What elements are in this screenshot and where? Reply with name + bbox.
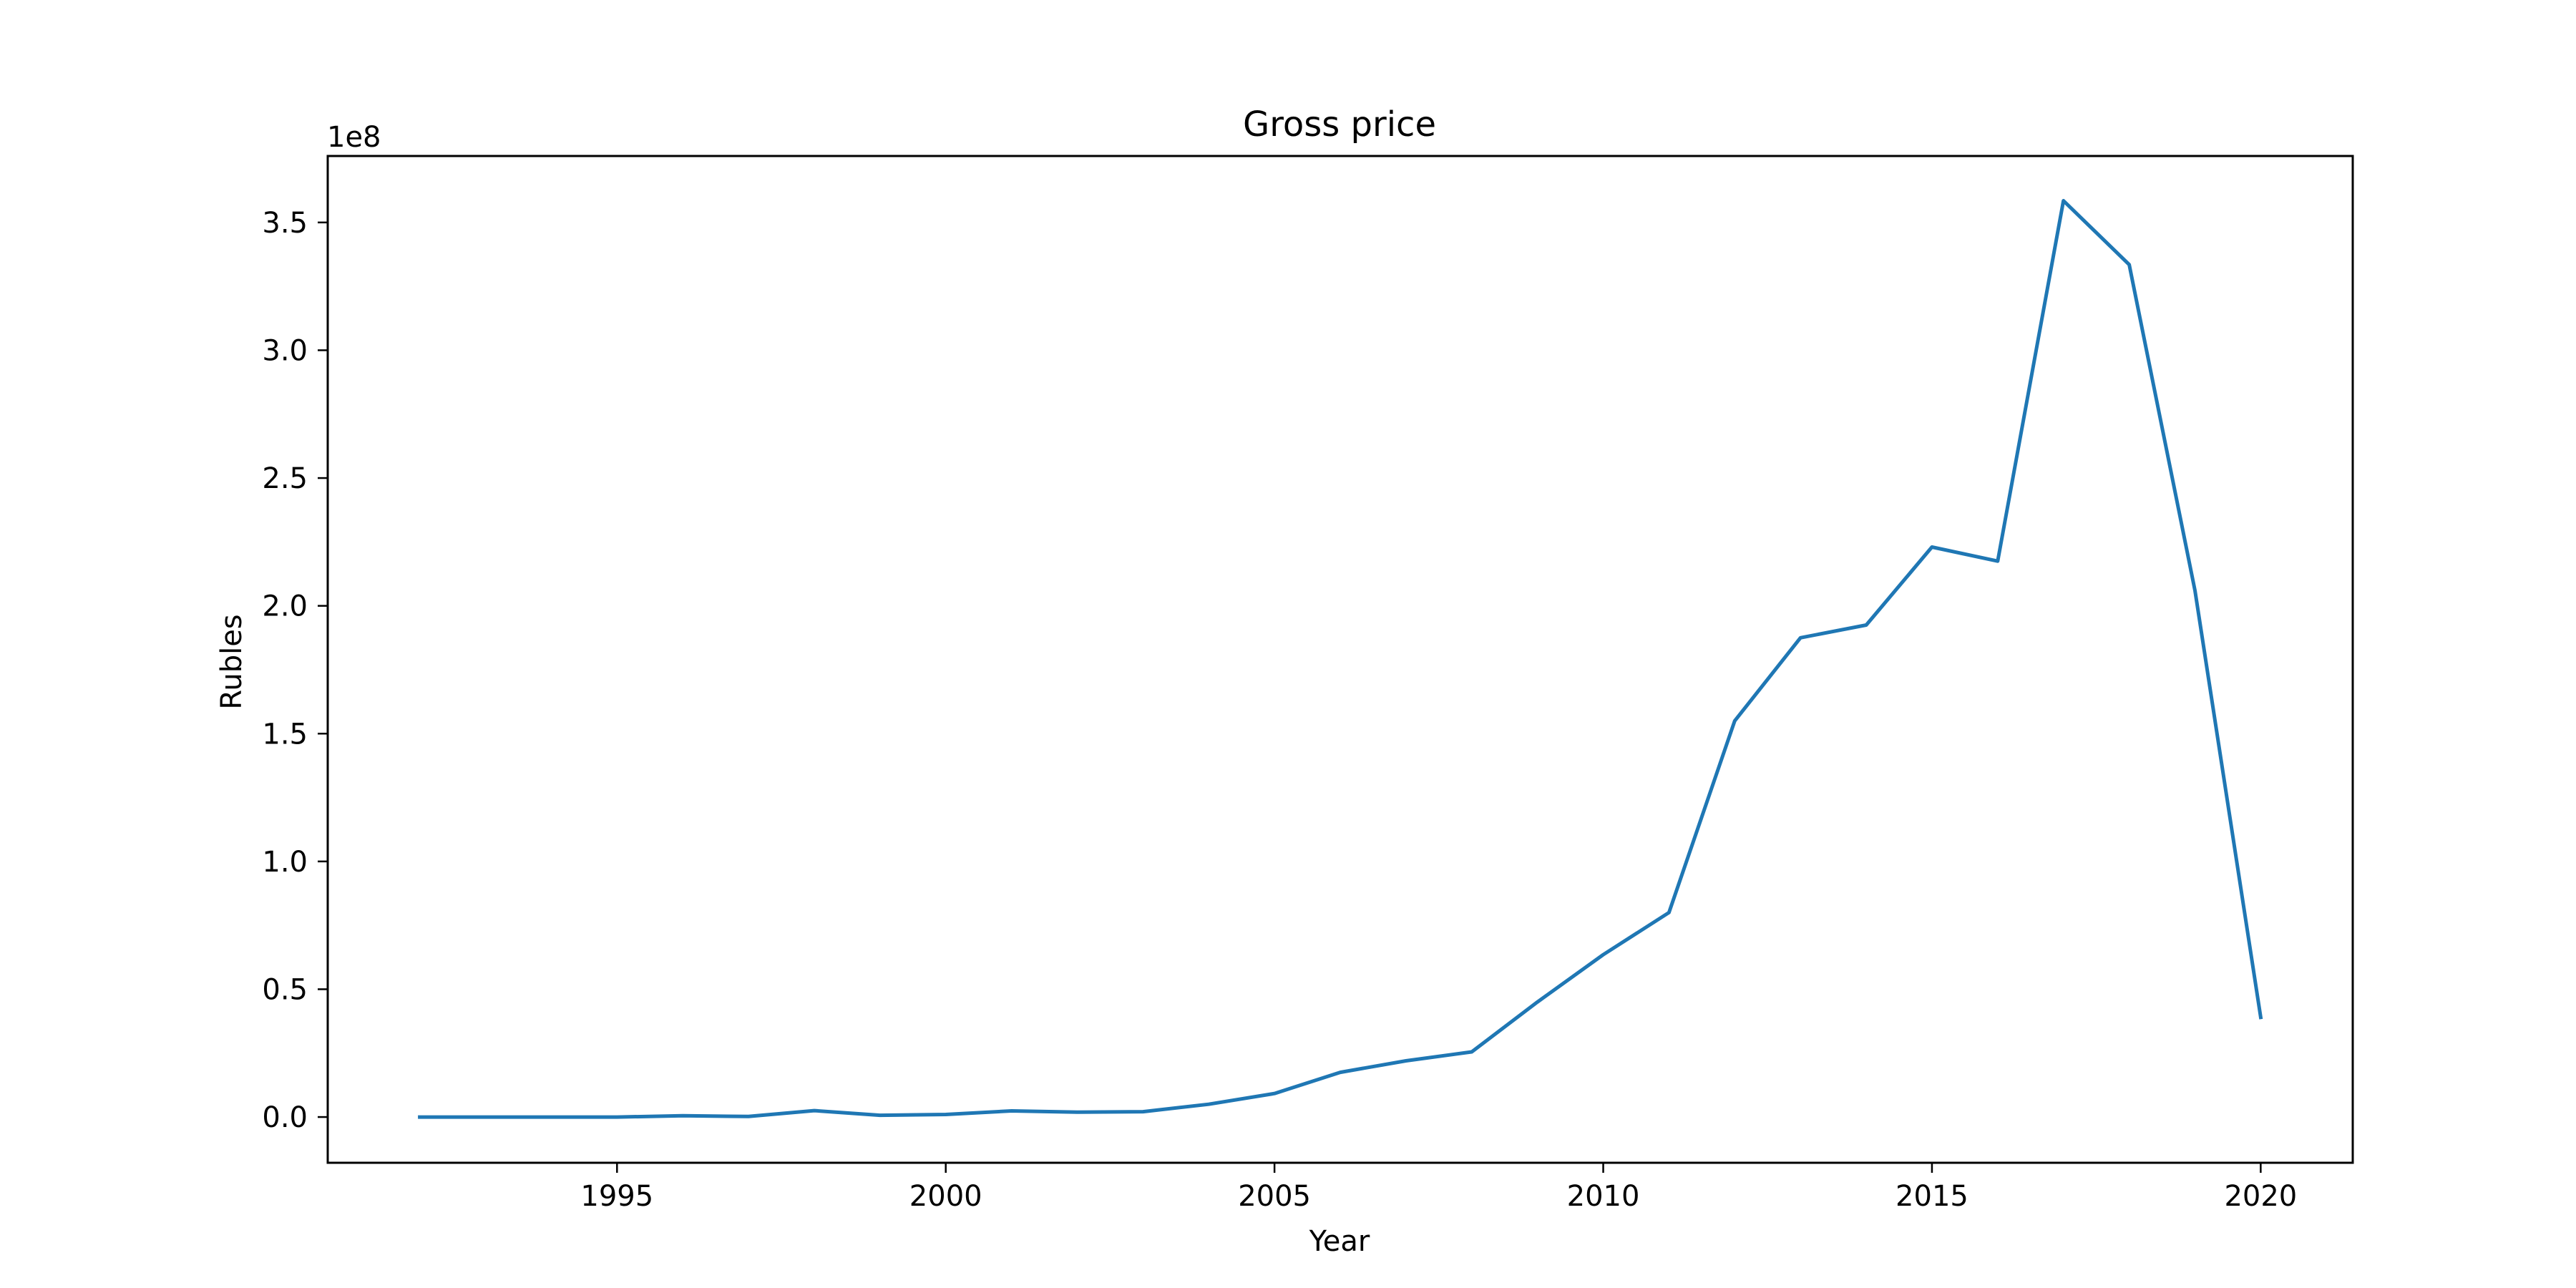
- x-tick-label: 2010: [1567, 1180, 1640, 1213]
- y-tick-label: 3.5: [262, 207, 308, 240]
- y-axis-ticks: 0.0 0.5 1.0 1.5 2.0 2.5 3.0 3.5: [262, 207, 328, 1134]
- x-tick-label: 2005: [1238, 1180, 1311, 1213]
- y-tick-label: 0.5: [262, 973, 308, 1006]
- axes-frame: [326, 155, 2354, 1164]
- y-tick-label: 1.0: [262, 846, 308, 879]
- x-axis-ticks: 1995 2000 2005 2010 2015 2020: [580, 1163, 2297, 1213]
- y-tick-label: 2.0: [262, 590, 308, 623]
- x-tick-label: 2020: [2224, 1180, 2297, 1213]
- y-tick-label: 0.0: [262, 1101, 308, 1134]
- series-layer: [418, 199, 2263, 1119]
- y-tick-label: 3.0: [262, 334, 308, 367]
- y-tick-label: 2.5: [262, 462, 308, 495]
- y-axis-offset-text: 1e8: [327, 121, 381, 154]
- x-axis-label: Year: [1309, 1225, 1370, 1258]
- x-tick-label: 2015: [1896, 1180, 1968, 1213]
- y-axis-label: Rubles: [215, 614, 248, 709]
- x-tick-label: 2000: [909, 1180, 982, 1213]
- chart-title: Gross price: [1243, 104, 1436, 145]
- series-line: [418, 199, 2263, 1119]
- x-tick-label: 1995: [580, 1180, 653, 1213]
- y-tick-label: 1.5: [262, 718, 308, 751]
